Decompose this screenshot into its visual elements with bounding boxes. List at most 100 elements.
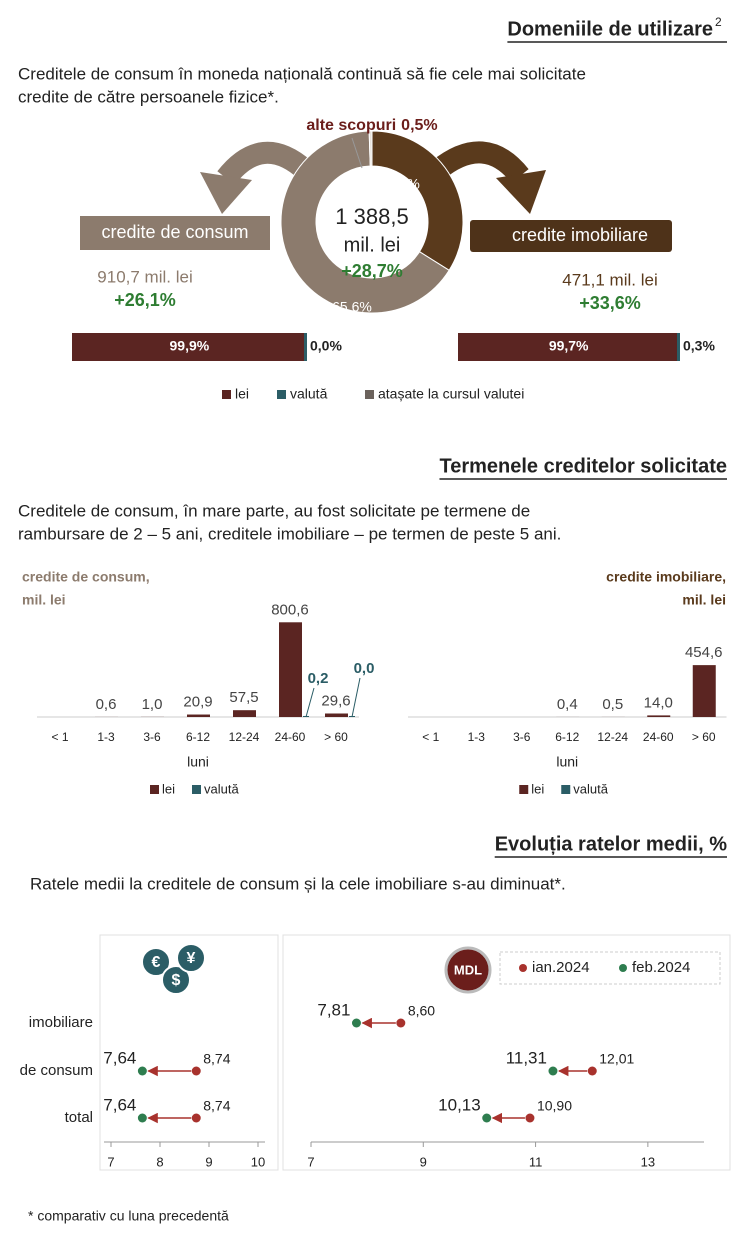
dot [191,1113,201,1123]
row-label: total [65,1109,93,1126]
bar [187,714,210,717]
value-label: 8,74 [203,1051,230,1067]
legend-label: ian.2024 [532,959,590,976]
dot [351,1018,361,1028]
section-title: Domeniile de utilizare [507,18,713,40]
donut-slice [371,130,464,271]
x-tick-label: 6-12 [555,730,579,744]
bar [279,622,302,717]
bar [233,710,256,717]
value-label: 7,64 [103,1048,136,1067]
x-tick-label: > 60 [324,730,348,744]
x-tick-label: 9 [205,1154,212,1169]
x-tick-label: 3-6 [513,730,531,744]
x-tick-label: 1-3 [468,730,486,744]
legend-swatch [365,390,374,399]
value-label: 7,64 [103,1095,136,1114]
x-tick-label: > 60 [692,730,716,744]
value-label: 0,4 [557,696,578,713]
arrow-left [217,141,313,186]
center-change: +28,7% [341,261,403,281]
x-tick-label: 24-60 [275,730,306,744]
x-tick-label: 9 [420,1154,427,1169]
change: +33,6% [579,293,641,313]
value-label: 800,6 [271,601,309,618]
x-tick-label: 12-24 [597,730,628,744]
share-bar [72,333,307,361]
arrow-head-right [496,170,546,214]
x-tick-label: 13 [641,1154,655,1169]
dot [587,1066,597,1076]
coin-symbol: $ [172,972,181,989]
bar [692,665,716,717]
value-label: 11,31 [506,1048,547,1067]
legend-swatch [277,390,286,399]
leader [351,677,361,718]
section-text: rambursare de 2 – 5 ani, creditele imobi… [18,524,561,543]
chart-title: mil. lei [22,592,66,608]
amount: 910,7 mil. lei [97,267,192,286]
x-axis-label: luni [187,754,209,770]
value-label: 7,81 [317,1000,350,1019]
dot [137,1113,147,1123]
bar [647,715,671,717]
x-tick-label: 8 [156,1154,163,1169]
value-label: 0,6 [96,696,117,713]
arrow-right [431,141,529,184]
share-label: 99,9% [170,338,210,354]
share-label: 0,0% [310,338,342,354]
slice-label: 33,9% [380,176,420,192]
coin [141,947,171,977]
value-label: 0,0 [354,660,375,677]
chart-title: credite de consum, [22,569,150,585]
value-label: 8,60 [408,1003,435,1019]
change: +26,1% [114,290,176,310]
value-label: 14,0 [644,694,673,711]
legend-swatch [192,785,201,794]
x-tick-label: 10 [251,1154,265,1169]
center-total: 1 388,5 [335,204,408,229]
coin-symbol: € [152,954,161,971]
chart-title: mil. lei [682,592,726,608]
valuta-sliver [304,333,307,361]
x-tick-label: 12-24 [229,730,260,744]
x-tick-label: < 1 [51,730,68,744]
value-label: 454,6 [685,644,723,661]
share-bar [458,333,680,361]
badge [444,946,492,994]
value-label: 29,6 [321,692,350,709]
dot [525,1113,535,1123]
legend-swatch [519,785,529,794]
value-label: 10,13 [438,1095,481,1114]
legend-dot [619,964,627,972]
box-label: credite imobiliare [512,225,648,245]
leader [305,687,315,718]
row-label: de consum [20,1062,93,1079]
value-label: 0,2 [308,670,329,687]
coin-symbol: ¥ [187,950,196,967]
footnote: * comparativ cu luna precedentă [28,1208,229,1224]
value-label: 1,0 [142,696,163,713]
coin [161,965,191,995]
x-tick-label: 7 [107,1154,114,1169]
legend-label: atașate la cursul valutei [378,386,524,402]
title-sup: 2 [715,15,722,29]
badge-text: MDL [454,962,482,977]
x-tick-label: < 1 [422,730,439,744]
legend-swatch [222,390,231,399]
legend-label: lei [531,781,544,796]
legend-dot [519,964,527,972]
row-label: imobiliare [29,1014,93,1031]
section-text: Creditele de consum în moneda națională … [18,64,586,83]
legend-box [499,951,721,985]
legend-label: feb.2024 [632,959,690,976]
value-label: 0,5 [602,696,623,713]
x-tick-label: 6-12 [186,730,210,744]
dot [137,1066,147,1076]
x-tick-label: 3-6 [143,730,161,744]
callout-leader [351,137,363,169]
value-label: 57,5 [229,689,258,706]
bar [325,713,348,717]
x-axis-label: luni [556,754,578,770]
x-tick-label: 7 [307,1154,314,1169]
